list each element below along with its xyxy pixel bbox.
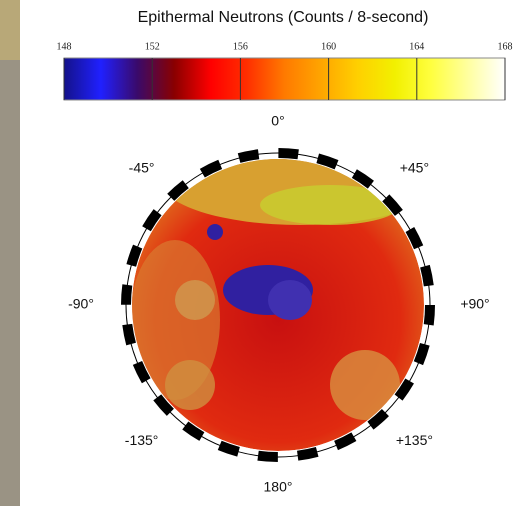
angle-label: -45° bbox=[129, 159, 155, 175]
colorbar-tick-label: 164 bbox=[409, 41, 424, 52]
figure: Epithermal Neutrons (Counts / 8-second) … bbox=[0, 0, 518, 506]
map-region bbox=[175, 280, 215, 320]
colorbar-tick-label: 168 bbox=[498, 41, 513, 52]
angle-label: 180° bbox=[264, 479, 293, 495]
colorbar-tick-label: 152 bbox=[145, 41, 160, 52]
angle-label: +135° bbox=[396, 432, 433, 448]
background-photo bbox=[0, 0, 20, 60]
angle-label: +90° bbox=[460, 296, 489, 312]
angle-label: +45° bbox=[400, 159, 429, 175]
angle-label: -135° bbox=[125, 432, 159, 448]
colorbar: 148 152 156 160 164 168 bbox=[57, 41, 513, 100]
map-region bbox=[268, 280, 312, 320]
angle-label: -90° bbox=[68, 296, 94, 312]
map-region bbox=[165, 360, 215, 410]
title: Epithermal Neutrons (Counts / 8-second) bbox=[138, 9, 429, 26]
background-photo bbox=[0, 0, 20, 506]
map bbox=[126, 135, 440, 457]
colorbar-tick-label: 148 bbox=[57, 41, 72, 52]
colorbar-tick-label: 156 bbox=[233, 41, 248, 52]
angle-label: 0° bbox=[271, 113, 284, 129]
map-region bbox=[207, 224, 223, 240]
colorbar-ramp bbox=[64, 58, 505, 100]
map-region bbox=[330, 350, 400, 420]
colorbar-tick-label: 160 bbox=[321, 41, 336, 52]
